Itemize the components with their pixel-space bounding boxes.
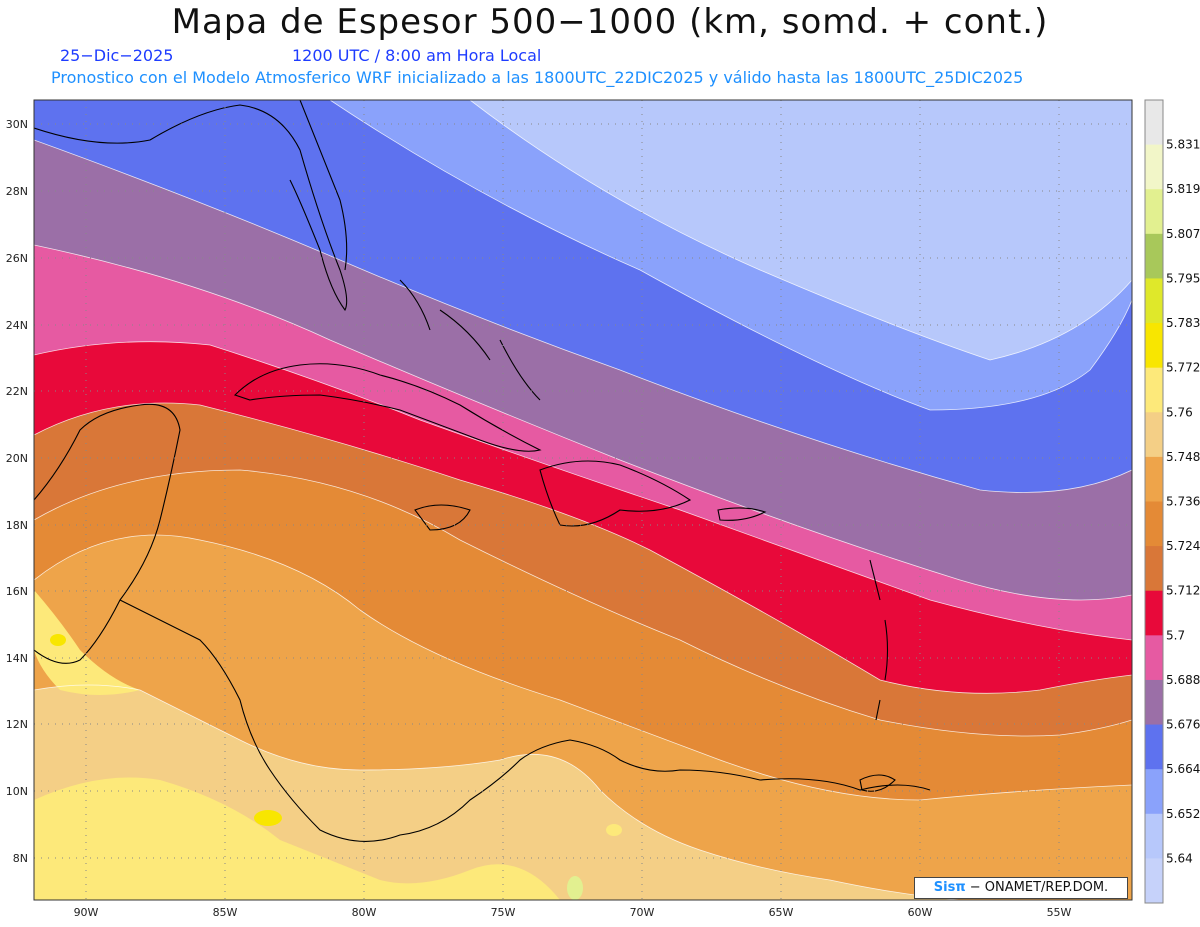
colorbar-swatch: [1145, 546, 1163, 592]
colorbar-label: 5.736: [1166, 495, 1200, 509]
coast-jamaica: [414, 504, 471, 531]
lon-label: 55W: [1047, 906, 1072, 919]
colorbar-label: 5.64: [1166, 851, 1193, 865]
colorbar-label: 5.76: [1166, 405, 1193, 419]
lon-label: 80W: [352, 906, 377, 919]
colorbar-label: 5.676: [1166, 718, 1200, 732]
lat-lon-grid: [34, 100, 1132, 900]
credit-text: − ONAMET/REP.DOM.: [969, 880, 1109, 895]
band-5.76-patch: [34, 590, 140, 695]
colorbar-swatch: [1145, 769, 1163, 815]
forecast-time: 1200 UTC / 8:00 am Hora Local: [292, 46, 542, 65]
coast-florida: [34, 100, 348, 312]
map-frame: [33, 99, 1133, 901]
colorbar: 5.831 5.819 5.807 5.795 5.783 5.772 5.76 5.748 5…: [1144, 99, 1200, 904]
colorbar-label: 5.652: [1166, 807, 1200, 821]
colorbar-label: 5.7: [1166, 628, 1185, 642]
colorbar-swatch: [1145, 679, 1163, 726]
coast-lesser-antilles: [869, 559, 889, 721]
colorbar-label: 5.807: [1166, 227, 1200, 241]
colorbar-label: 5.688: [1166, 673, 1200, 687]
colorbar-swatch: [1145, 456, 1163, 502]
coast-cuba: [233, 363, 542, 452]
colorbar-label: 5.831: [1166, 138, 1200, 152]
band-5.76: [34, 777, 560, 900]
lat-label: 30N: [6, 118, 28, 131]
lat-labels: 30N 28N 26N 24N 22N 20N 18N 16N 14N 12N …: [6, 118, 28, 865]
lon-label: 75W: [491, 906, 516, 919]
forecast-date: 25−Dic−2025: [60, 46, 174, 65]
lon-label: 60W: [908, 906, 933, 919]
colorbar-swatch: [1145, 278, 1163, 324]
colorbar-label: 5.712: [1166, 584, 1200, 598]
lat-label: 12N: [6, 718, 28, 731]
contour-lines: [34, 100, 1132, 900]
lat-label: 18N: [6, 519, 28, 532]
colorbar-swatch: [1145, 367, 1163, 413]
colorbar-swatch: [1145, 323, 1163, 369]
coastlines: [34, 100, 931, 842]
lat-label: 26N: [6, 252, 28, 265]
colorbar-label: 5.783: [1166, 316, 1200, 330]
forecast-note: Pronostico con el Modelo Atmosferico WRF…: [51, 68, 1024, 87]
lat-label: 16N: [6, 585, 28, 598]
colorbar-frame: [1144, 99, 1164, 904]
lon-label: 85W: [213, 906, 238, 919]
colorbar-swatch: [1145, 144, 1163, 190]
lat-label: 10N: [6, 785, 28, 798]
lat-label: 20N: [6, 452, 28, 465]
credit-box: Sisπ − ONAMET/REP.DOM.: [914, 877, 1128, 899]
lat-label: 22N: [6, 385, 28, 398]
colorbar-label: 5.748: [1166, 450, 1200, 464]
coast-bahamas: [399, 279, 541, 401]
colorbar-swatch: [1145, 412, 1163, 458]
band-5.772-spot: [50, 634, 66, 646]
thickness-bands: [34, 100, 1132, 900]
lat-label: 28N: [6, 185, 28, 198]
lon-label: 90W: [74, 906, 99, 919]
colorbar-swatch: [1145, 189, 1163, 235]
band-5.772-spot: [567, 876, 583, 900]
colorbar-swatch: [1145, 233, 1163, 279]
lon-labels: 90W 85W 80W 75W 70W 65W 60W 55W: [74, 906, 1072, 919]
colorbar-label: 5.664: [1166, 762, 1200, 776]
colorbar-label: 5.819: [1166, 182, 1200, 196]
colorbar-swatch: [1145, 858, 1163, 904]
colorbar-label: 5.795: [1166, 271, 1200, 285]
map-title: Mapa de Espesor 500−1000 (km, somd. + co…: [171, 2, 1049, 42]
colorbar-swatch: [1145, 100, 1163, 146]
colorbar-swatch: [1145, 590, 1163, 636]
colorbar-swatch: [1145, 813, 1163, 859]
colorbar-swatch: [1145, 501, 1163, 547]
lon-label: 70W: [630, 906, 655, 919]
coast-trinidad: [859, 774, 896, 792]
coast-central-america: [34, 403, 931, 842]
colorbar-label: 5.772: [1166, 361, 1200, 375]
colorbar-label: 5.724: [1166, 539, 1200, 553]
lon-label: 65W: [769, 906, 794, 919]
lat-label: 8N: [13, 852, 28, 865]
band-5.772-spot: [606, 824, 622, 836]
colorbar-swatch: [1145, 724, 1163, 770]
band-5.772-spot: [254, 810, 282, 826]
colorbar-swatch: [1145, 635, 1163, 681]
sisp-logo-text: Sisπ: [933, 880, 966, 895]
lat-label: 24N: [6, 319, 28, 332]
lat-label: 14N: [6, 652, 28, 665]
coast-puerto-rico: [717, 507, 767, 521]
